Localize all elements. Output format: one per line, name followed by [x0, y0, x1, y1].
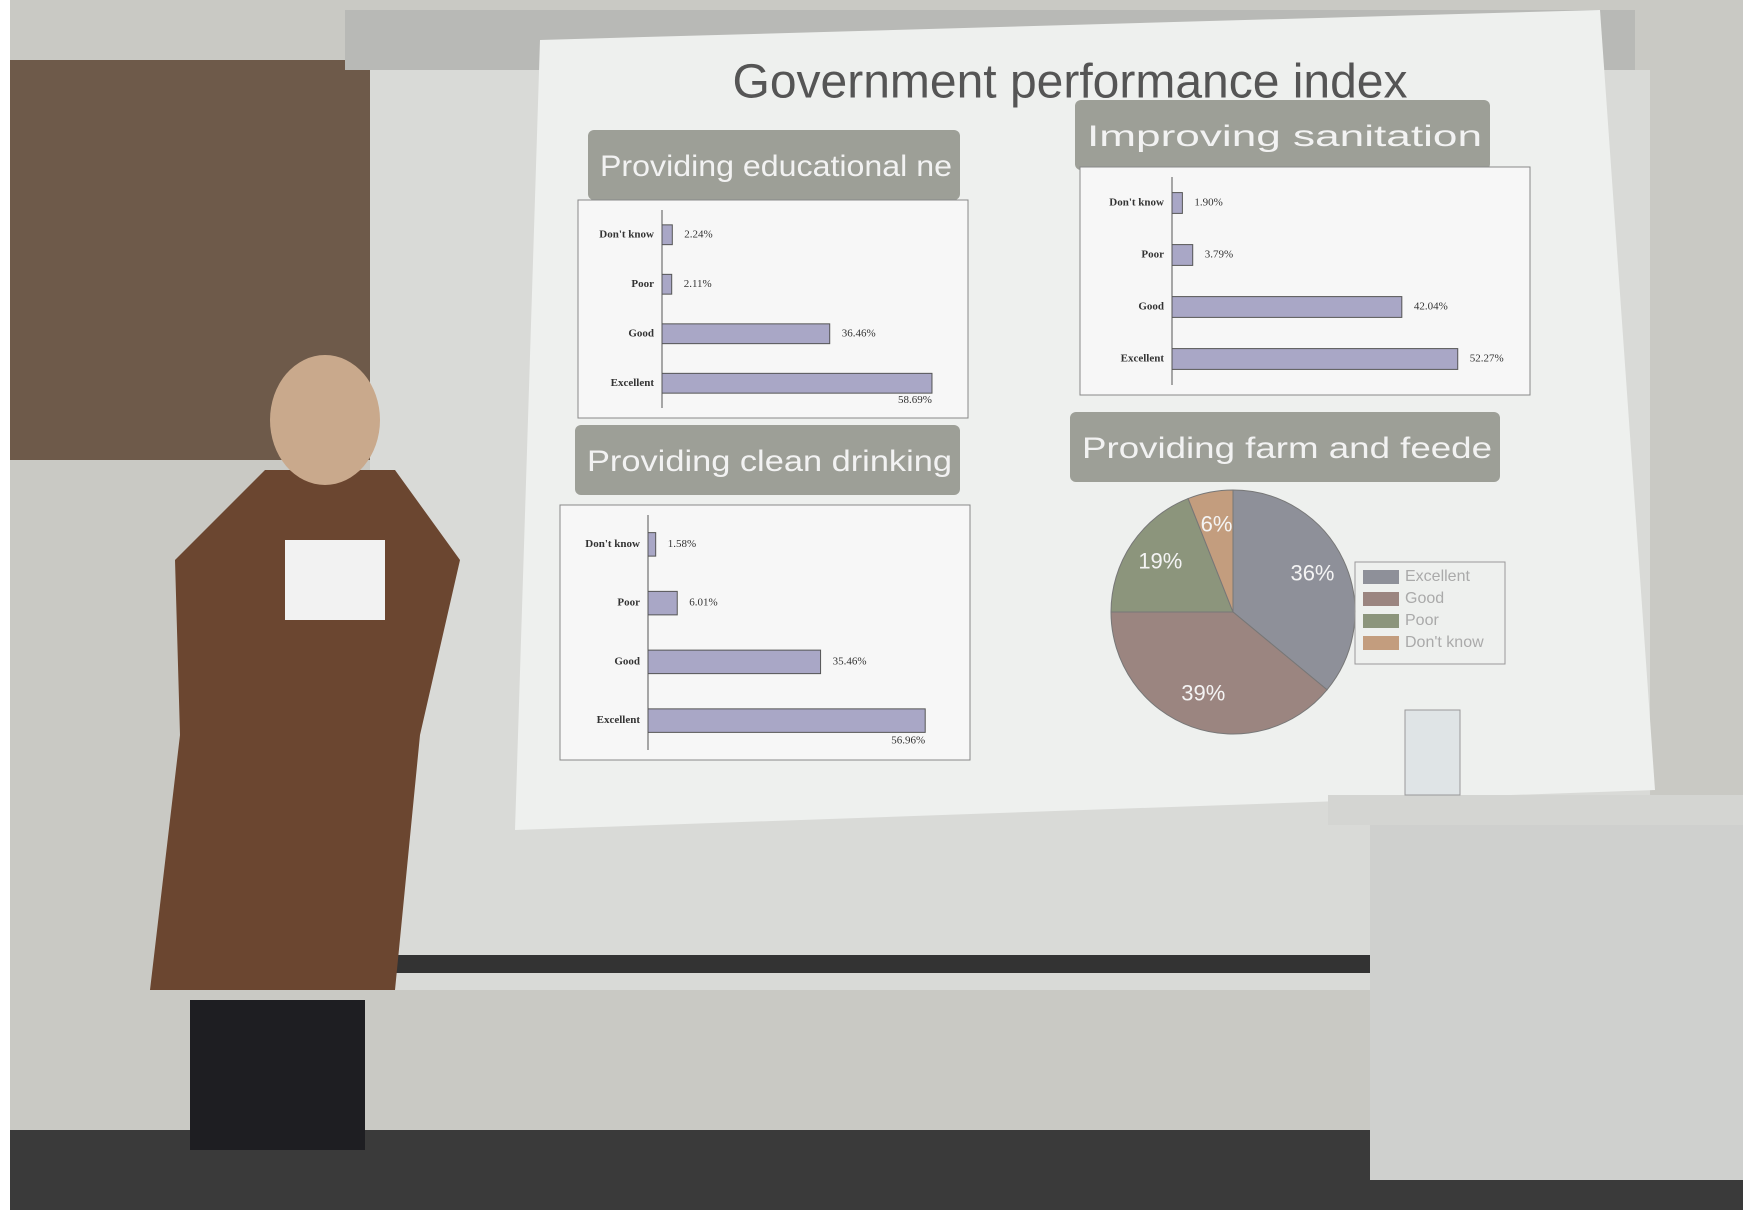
chart-title: Providing educational ne: [600, 150, 952, 183]
photo: Government performance index Providing e…: [0, 0, 1743, 1210]
category-label: Poor: [617, 597, 640, 609]
legend-label: Don't know: [1405, 634, 1484, 651]
chart-title: Providing clean drinking: [587, 445, 952, 478]
category-label: Good: [628, 327, 654, 339]
bar: [1172, 193, 1182, 214]
chart-title: Improving sanitation: [1087, 120, 1482, 153]
bar: [1172, 349, 1458, 370]
legend-swatch: [1363, 570, 1399, 584]
bar: [648, 709, 925, 733]
head: [270, 355, 380, 485]
slice-label: 19%: [1138, 548, 1182, 573]
value-label: 1.90%: [1194, 197, 1222, 209]
podium-top: [1328, 795, 1743, 825]
chart-title: Providing farm and feede: [1082, 432, 1492, 465]
value-label: 52.27%: [1470, 353, 1504, 365]
value-label: 36.46%: [842, 327, 876, 339]
category-label: Good: [1138, 301, 1164, 313]
bar: [1172, 245, 1193, 266]
value-label: 2.24%: [684, 228, 712, 240]
bar: [662, 324, 830, 344]
category-label: Excellent: [1121, 353, 1165, 365]
value-label: 6.01%: [689, 597, 717, 609]
value-label: 42.04%: [1414, 301, 1448, 313]
screen-bar: [395, 955, 1370, 973]
bar: [648, 650, 821, 674]
legend-swatch: [1363, 614, 1399, 628]
page: Government performance index Providing e…: [0, 0, 1743, 1210]
bar: [648, 591, 677, 615]
podium: [1370, 825, 1743, 1180]
slice-label: 36%: [1290, 560, 1334, 585]
legend-label: Excellent: [1405, 568, 1470, 585]
category-label: Excellent: [597, 714, 641, 726]
legs: [190, 1000, 365, 1150]
legend-label: Poor: [1405, 612, 1439, 629]
value-label: 56.96%: [891, 735, 925, 747]
category-label: Don't know: [585, 538, 640, 550]
legend-swatch: [1363, 592, 1399, 606]
legend-label: Good: [1405, 590, 1444, 607]
category-label: Good: [614, 655, 640, 667]
category-label: Excellent: [611, 377, 655, 389]
bar: [1172, 297, 1402, 318]
bar: [662, 274, 672, 294]
bar: [662, 373, 932, 393]
category-label: Don't know: [1109, 197, 1164, 209]
glass: [1405, 710, 1460, 795]
value-label: 1.58%: [668, 538, 696, 550]
category-label: Poor: [1141, 249, 1164, 261]
bar: [662, 225, 672, 245]
category-label: Poor: [631, 278, 654, 290]
value-label: 58.69%: [898, 394, 932, 406]
slice-label: 39%: [1181, 680, 1225, 705]
value-label: 35.46%: [833, 655, 867, 667]
bar: [648, 533, 656, 557]
value-label: 2.11%: [684, 278, 712, 290]
slice-label: 6%: [1201, 512, 1233, 537]
category-label: Don't know: [599, 228, 654, 240]
cuff: [285, 540, 385, 620]
legend-swatch: [1363, 636, 1399, 650]
value-label: 3.79%: [1205, 249, 1233, 261]
